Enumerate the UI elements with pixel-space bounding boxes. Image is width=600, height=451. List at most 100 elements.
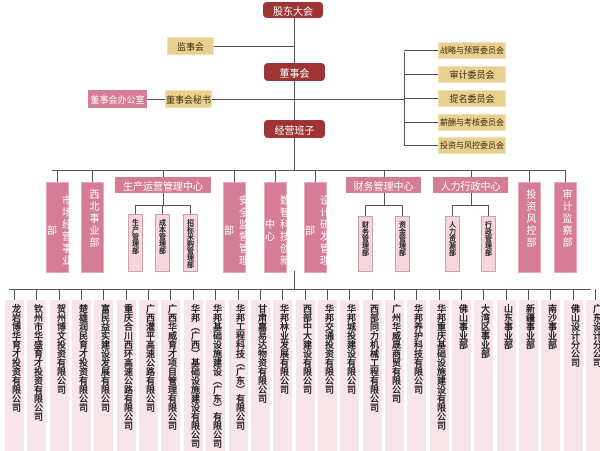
sub-department[interactable]: 招标采购管理部 — [183, 214, 198, 272]
center-finance-center[interactable]: 财务管理中心 — [346, 177, 421, 193]
committee-box[interactable]: 薪酬与考核委员会 — [438, 114, 506, 131]
subsidiary-box[interactable]: 华邦工程科技（广东）有限公司 — [229, 300, 248, 451]
subsidiary-box[interactable]: 甘肃嘉易达物资有限公司 — [251, 300, 270, 451]
connector-line — [234, 170, 235, 182]
department-northwest[interactable]: 西北事业部 — [81, 182, 104, 273]
connector-line — [372, 289, 373, 300]
connector-line — [147, 99, 165, 100]
subsidiary-box[interactable]: 广西灌平高速公路有限公司 — [139, 300, 158, 451]
subsidiary-box[interactable]: 西部中大建设有限公司 — [296, 300, 315, 451]
connector-line — [349, 289, 350, 300]
subsidiary-box[interactable]: 华邦林业发展有限公司 — [273, 300, 292, 451]
subsidiary-box[interactable]: 富民益实建设发展有限公司 — [94, 300, 113, 451]
subsidiary-box[interactable]: 广州华威晟商贸有限公司 — [385, 300, 404, 451]
board-of-directors[interactable]: 董事会 — [264, 63, 325, 81]
subsidiary-box[interactable]: 龙岩博华育才投资有限公司 — [5, 300, 24, 451]
connector-line — [81, 289, 82, 300]
subsidiary-box[interactable]: 华邦交通投资有限公司 — [318, 300, 337, 451]
department-market[interactable]: 市场经营事业部 — [45, 182, 71, 273]
connector-line — [471, 193, 472, 205]
connector-line — [238, 289, 239, 300]
connector-line — [59, 289, 60, 300]
subsidiary-box[interactable]: 重庆合川西环高速公路有限公司 — [117, 300, 136, 451]
connector-line — [461, 289, 462, 300]
connector-line — [52, 170, 566, 171]
connector-line — [595, 289, 596, 300]
connector-line — [193, 289, 194, 300]
management-team[interactable]: 经营班子 — [264, 120, 325, 138]
department-design[interactable]: 设计研发管理部 — [303, 182, 329, 273]
connector-line — [404, 50, 438, 51]
department-investment-risk[interactable]: 投资风控部 — [518, 182, 541, 273]
sub-department[interactable]: 生产管理部 — [128, 214, 143, 272]
connector-line — [9, 289, 591, 290]
subsidiary-box[interactable]: 西部同力机械工程有限公司 — [363, 300, 382, 451]
committee-box[interactable]: 提名委员会 — [438, 90, 506, 107]
subsidiary-box[interactable]: 佛山事业部 — [452, 300, 471, 451]
department-digital[interactable]: 数智科技创新中心 — [263, 182, 289, 273]
board-of-supervisors[interactable]: 监事会 — [167, 37, 214, 55]
sub-department[interactable]: 成本管理部 — [155, 214, 170, 272]
connector-line — [404, 145, 438, 146]
connector-line — [404, 52, 405, 146]
subsidiary-box[interactable]: 华邦养护科技有限公司 — [407, 300, 426, 451]
shareholders-meeting[interactable]: 股东大会 — [263, 2, 323, 18]
connector-line — [528, 289, 529, 300]
connector-line — [404, 74, 438, 75]
connector-line — [57, 170, 58, 182]
connector-line — [416, 289, 417, 300]
sub-department[interactable]: 财务管理部 — [358, 216, 373, 272]
connector-line — [294, 271, 295, 289]
committee-box[interactable]: 审计委员会 — [438, 66, 506, 83]
connector-line — [294, 17, 295, 170]
subsidiary-box[interactable]: 钦州市华盛育才投资有限公司 — [27, 300, 46, 451]
connector-line — [384, 170, 385, 177]
department-safety[interactable]: 安全监督管理部 — [222, 182, 248, 273]
connector-line — [126, 289, 127, 300]
department-audit[interactable]: 审计监察部 — [554, 182, 577, 273]
committee-box[interactable]: 战略与预算委员会 — [438, 42, 506, 59]
sub-department[interactable]: 资金管理部 — [395, 216, 410, 272]
connector-line — [452, 205, 453, 216]
connector-line — [439, 289, 440, 300]
connector-line — [404, 98, 438, 99]
subsidiary-box[interactable]: 楚雄润民育才投资有限公司 — [72, 300, 91, 451]
connector-line — [275, 170, 276, 182]
subsidiary-box[interactable]: 广西华威育才项目管理有限公司 — [161, 300, 180, 451]
board-office[interactable]: 董事会办公室 — [88, 90, 147, 108]
connector-line — [135, 205, 136, 214]
connector-line — [92, 170, 93, 182]
connector-line — [163, 170, 164, 177]
connector-line — [550, 289, 551, 300]
connector-line — [14, 289, 15, 300]
board-secretary[interactable]: 董事会秘书 — [165, 90, 212, 108]
connector-line — [471, 170, 472, 177]
subsidiary-box[interactable]: 大湾区事业部 — [474, 300, 493, 451]
connector-line — [214, 46, 294, 47]
center-production-center[interactable]: 生产运营管理中心 — [115, 177, 211, 193]
subsidiary-box[interactable]: 新疆事业部 — [519, 300, 538, 451]
center-hr-center[interactable]: 人力行政中心 — [433, 177, 508, 193]
connector-line — [315, 170, 316, 182]
subsidiary-box[interactable]: 贺州博文投资有限公司 — [50, 300, 69, 451]
connector-line — [327, 289, 328, 300]
connector-line — [365, 205, 402, 206]
subsidiary-box[interactable]: 华邦城投建设有限公司 — [340, 300, 359, 451]
subsidiary-box[interactable]: 广东设计分公司 — [586, 300, 600, 451]
connector-line — [488, 205, 489, 216]
subsidiary-box[interactable]: 华邦（广西）基础设施建设有限公司 — [184, 300, 203, 451]
subsidiary-box[interactable]: 华邦基础设施建设（广东）有限公司 — [206, 300, 225, 451]
committee-box[interactable]: 投资与风控委员会 — [438, 137, 506, 154]
connector-line — [282, 289, 283, 300]
connector-line — [36, 289, 37, 300]
sub-department[interactable]: 人力资源部 — [445, 216, 460, 272]
connector-line — [565, 170, 566, 182]
subsidiary-box[interactable]: 华邦重庆基础设施建设有限公司 — [430, 300, 449, 451]
subsidiary-box[interactable]: 南沙事业部 — [541, 300, 560, 451]
subsidiary-box[interactable]: 佛山设计分公司 — [564, 300, 583, 451]
sub-department[interactable]: 行政管理部 — [481, 216, 496, 272]
subsidiary-box[interactable]: 山东事业部 — [497, 300, 516, 451]
connector-line — [483, 289, 484, 300]
connector-line — [394, 289, 395, 300]
connector-line — [573, 289, 574, 300]
